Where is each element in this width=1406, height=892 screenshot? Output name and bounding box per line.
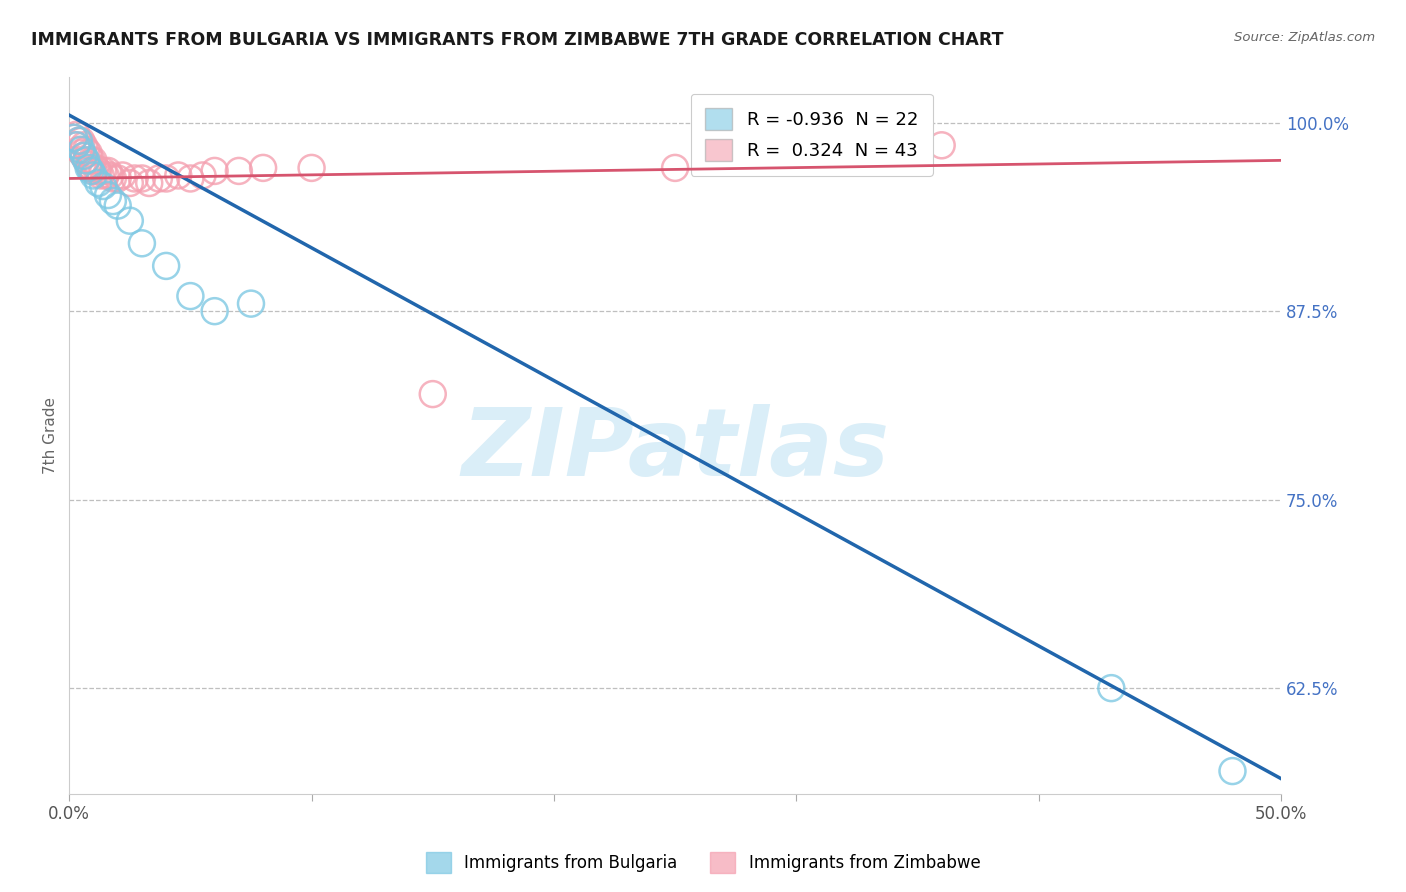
Point [84,161,107,175]
Point [63,130,86,145]
Text: Source: ZipAtlas.com: Source: ZipAtlas.com [1234,31,1375,45]
Legend: Immigrants from Bulgaria, Immigrants from Zimbabwe: Immigrants from Bulgaria, Immigrants fro… [419,846,987,880]
Point [148,171,170,186]
Point [67,143,90,157]
Text: IMMIGRANTS FROM BULGARIA VS IMMIGRANTS FROM ZIMBABWE 7TH GRADE CORRELATION CHART: IMMIGRANTS FROM BULGARIA VS IMMIGRANTS F… [31,31,1004,49]
Point [63,130,86,145]
Point [75,153,97,168]
Point [80,164,103,178]
Point [80,153,103,168]
Point [82,164,104,178]
Point [70,134,93,148]
Point [191,169,214,183]
Point [124,171,146,186]
Point [107,199,129,213]
Y-axis label: 7th Grade: 7th Grade [44,397,58,474]
Point [91,164,114,178]
Point [65,138,87,153]
Point [77,145,100,160]
Point [75,143,97,157]
Point [91,179,114,194]
Point [155,259,177,273]
Point [70,143,93,157]
Point [90,169,112,183]
Point [252,161,274,175]
Point [131,171,153,186]
Point [82,169,104,183]
Point [67,134,90,148]
Point [167,169,190,183]
Point [204,164,226,178]
Point [101,194,124,208]
Point [118,176,141,190]
Point [101,171,124,186]
Point [240,296,263,310]
Point [422,387,444,401]
Point [131,236,153,251]
Point [179,171,201,186]
Point [111,169,134,183]
Point [931,138,953,153]
Text: ZIPatlas: ZIPatlas [461,404,889,496]
Point [107,171,129,186]
Point [97,188,120,202]
Point [77,161,100,175]
Point [75,153,97,168]
Point [65,138,87,153]
Point [204,304,226,318]
Point [301,161,323,175]
Point [118,213,141,227]
Point [87,164,110,178]
Point [73,149,96,163]
Point [87,176,110,190]
Point [664,161,686,175]
Point [73,138,96,153]
Point [1222,764,1244,778]
Point [73,149,96,163]
Point [179,289,201,303]
Point [77,158,100,172]
Point [94,169,117,183]
Legend: R = -0.936  N = 22, R =  0.324  N = 43: R = -0.936 N = 22, R = 0.324 N = 43 [690,94,932,176]
Point [70,145,93,160]
Point [1099,681,1122,695]
Point [97,164,120,178]
Point [228,164,250,178]
Point [82,153,104,168]
Point [67,134,90,148]
Point [138,176,160,190]
Point [65,128,87,142]
Point [155,171,177,186]
Point [80,161,103,175]
Point [100,169,122,183]
